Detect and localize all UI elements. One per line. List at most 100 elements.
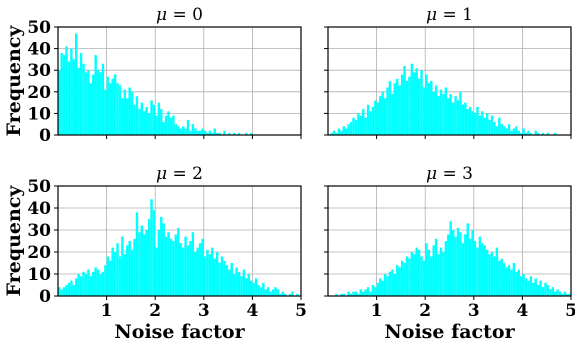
bar	[157, 102, 161, 135]
bar	[454, 236, 457, 296]
bar	[116, 243, 119, 296]
bar	[279, 293, 282, 296]
bar	[133, 238, 136, 296]
bar	[364, 289, 367, 296]
x-axis-label: Noise factor	[384, 321, 515, 343]
bar	[235, 267, 238, 296]
bar	[240, 276, 243, 296]
bar	[447, 234, 450, 296]
bar	[459, 91, 462, 135]
bar	[92, 271, 95, 296]
bar	[257, 285, 260, 296]
bar	[415, 68, 418, 135]
bar	[493, 256, 496, 296]
bar	[345, 128, 348, 135]
bar	[89, 276, 93, 296]
bar	[485, 249, 489, 296]
bar	[245, 132, 248, 135]
bar	[215, 252, 219, 296]
x-tick-label: 4	[516, 301, 528, 321]
bar	[507, 124, 511, 135]
bar	[488, 254, 491, 296]
bar	[393, 274, 397, 296]
bar	[524, 278, 528, 296]
bar	[512, 128, 516, 135]
bar	[417, 249, 421, 296]
bar	[130, 91, 134, 135]
bar	[60, 289, 63, 296]
y-tick-label: 40	[27, 40, 51, 60]
bar	[439, 89, 443, 135]
bar	[133, 104, 136, 135]
bar	[147, 113, 151, 135]
bar	[374, 100, 377, 135]
bar	[162, 122, 165, 135]
bar	[434, 238, 438, 296]
bar	[94, 267, 97, 296]
bar	[58, 287, 61, 296]
bar	[379, 278, 382, 296]
bar	[266, 287, 270, 296]
bar	[191, 232, 195, 296]
bar	[466, 223, 469, 296]
y-tick-label: 0	[39, 287, 51, 307]
bar	[476, 247, 479, 296]
bar	[186, 119, 190, 135]
bar	[189, 130, 192, 135]
bar	[143, 111, 146, 135]
bar	[366, 287, 370, 296]
bar	[84, 72, 88, 135]
y-tick-label: 50	[27, 18, 51, 38]
bar	[167, 111, 170, 135]
bar	[485, 113, 489, 135]
bar	[505, 128, 508, 135]
bar	[536, 285, 540, 296]
bar	[109, 260, 112, 296]
bar	[471, 111, 474, 135]
bar	[413, 72, 416, 135]
bar	[386, 276, 389, 296]
bar	[388, 81, 392, 135]
bar	[223, 130, 226, 135]
bar	[483, 117, 486, 135]
bar	[464, 102, 467, 135]
bar	[335, 132, 338, 135]
bar	[225, 265, 229, 296]
bar	[461, 243, 465, 296]
bar	[432, 245, 435, 296]
bar	[206, 249, 209, 296]
bar	[283, 293, 287, 296]
bar	[490, 252, 494, 296]
bar	[126, 98, 129, 135]
bar	[549, 289, 552, 296]
bar	[405, 81, 409, 135]
bar	[160, 216, 163, 296]
bar	[347, 291, 350, 296]
bar	[269, 291, 272, 296]
bar	[181, 247, 185, 296]
bar	[444, 87, 448, 135]
bar	[495, 126, 499, 135]
bar	[92, 74, 95, 135]
bar	[541, 287, 545, 296]
bar	[87, 269, 90, 296]
bar	[544, 282, 547, 296]
bar	[111, 247, 114, 296]
y-axis-label: Frequency	[3, 185, 25, 297]
bar	[437, 96, 440, 135]
bar	[77, 274, 80, 296]
bar	[519, 276, 523, 296]
bar	[152, 210, 156, 296]
bar	[451, 102, 455, 135]
bar	[519, 132, 523, 135]
panel-1: μ = 1	[324, 5, 572, 139]
bar	[398, 267, 401, 296]
bar	[510, 130, 513, 135]
bar	[400, 260, 404, 296]
bar	[454, 96, 457, 135]
bar	[198, 130, 202, 135]
bar	[376, 102, 380, 135]
bar	[201, 238, 204, 296]
